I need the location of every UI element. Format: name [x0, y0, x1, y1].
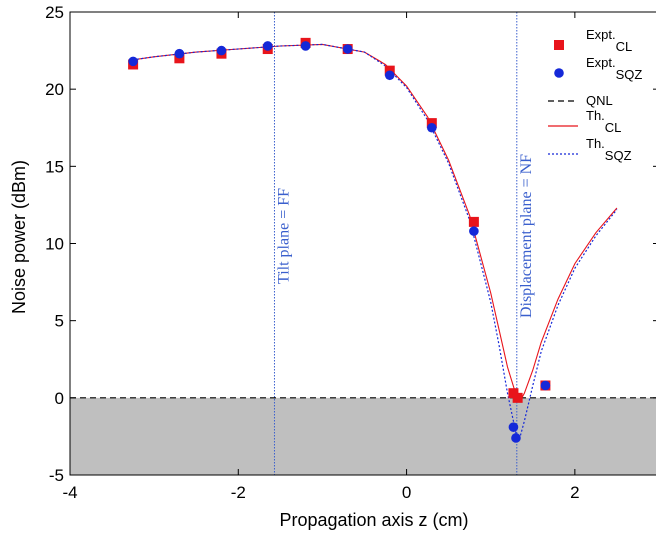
legend-label-3: Th.CL	[586, 108, 621, 135]
y-tick-label-5: 20	[45, 80, 64, 99]
legend-label-1: Expt.SQZ	[586, 55, 642, 82]
marker-circle-1-3	[262, 41, 273, 51]
x-tick-label-3: 2	[570, 483, 579, 502]
legend-marker-0	[554, 40, 564, 50]
series-line-3	[133, 43, 618, 402]
y-tick-label-3: 10	[45, 235, 64, 254]
marker-circle-1-10	[511, 433, 521, 443]
legend-sub-0: CL	[616, 39, 633, 54]
legend-sub-1: SQZ	[616, 67, 643, 82]
marker-circle-1-7	[427, 122, 437, 133]
legend-sub-4: SQZ	[605, 148, 632, 163]
y-axis-label: Noise power (dBm)	[9, 160, 29, 314]
marker-circle-1-5	[342, 44, 353, 54]
marker-circle-1-4	[300, 41, 311, 51]
plane-label-1: Displacement plane = NF	[518, 154, 535, 318]
plane-label-0: Tilt plane = FF	[275, 188, 292, 284]
y-tick-label-6: 25	[45, 3, 64, 22]
marker-circle-1-8	[469, 226, 479, 236]
marker-square-0-8	[468, 216, 479, 227]
legend-marker-1	[554, 68, 564, 78]
marker-circle-1-11	[540, 380, 551, 391]
x-tick-label-1: -2	[231, 483, 246, 502]
below-qnl-shaded-region	[70, 397, 656, 475]
marker-circle-1-0	[128, 56, 138, 67]
marker-circle-1-1	[174, 48, 185, 59]
legend-label-0: Expt.CL	[586, 27, 632, 54]
x-tick-label-2: 0	[402, 483, 411, 502]
x-tick-label-0: -4	[62, 483, 77, 502]
legend-label-4: Th.SQZ	[586, 136, 632, 163]
y-tick-label-4: 15	[45, 157, 64, 176]
y-tick-label-0: -5	[49, 466, 64, 485]
legend-label-2: QNL	[586, 93, 613, 108]
y-tick-label-1: 0	[55, 389, 64, 408]
series-line-4	[133, 43, 618, 438]
marker-square-0-10	[512, 392, 523, 403]
marker-circle-1-9	[508, 422, 519, 432]
marker-circle-1-6	[384, 70, 395, 81]
marker-circle-1-2	[216, 45, 227, 56]
x-axis-label: Propagation axis z (cm)	[279, 510, 468, 530]
y-tick-label-2: 5	[55, 312, 64, 331]
legend-sub-3: CL	[605, 120, 622, 135]
